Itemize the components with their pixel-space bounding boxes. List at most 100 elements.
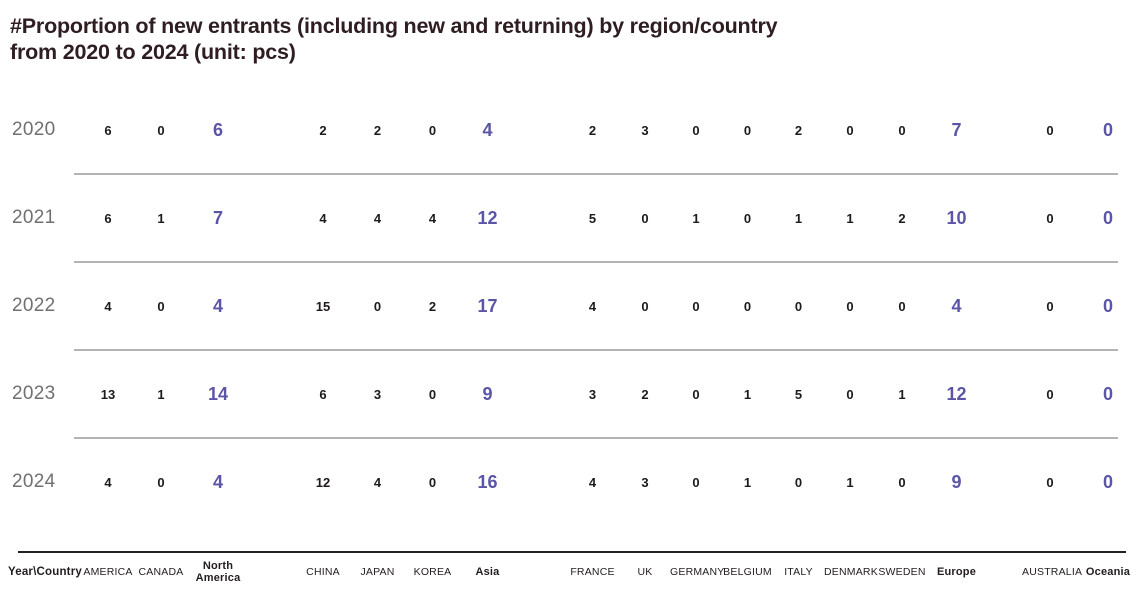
value-cell: 0 xyxy=(373,298,382,314)
column-header: BELGIUM xyxy=(723,566,772,579)
value-cell: 4 xyxy=(104,298,112,314)
table-row-2020: 2020 6 0 6 2 2 0 4 2 3 0 0 2 0 0 7 0 0 xyxy=(8,87,1138,173)
value-cell: 10 xyxy=(946,207,967,228)
value-cell: 0 xyxy=(692,474,700,490)
value-cell: 4 xyxy=(373,474,382,490)
column-header: ITALY xyxy=(784,566,813,579)
value-cell: 17 xyxy=(477,295,498,316)
value-cell: 4 xyxy=(319,210,327,226)
value-cell: 0 xyxy=(1046,298,1054,314)
row-separator-line xyxy=(74,349,1118,352)
value-cell: 0 xyxy=(641,210,649,226)
value-cell: 3 xyxy=(641,122,649,138)
table-row-2022: 2022 4 0 4 15 0 2 17 4 0 0 0 0 0 0 4 0 0 xyxy=(8,263,1138,349)
value-cell: 2 xyxy=(794,122,803,138)
table-row-2024: 2024 4 0 4 12 4 0 16 4 3 0 1 0 1 0 9 0 0 xyxy=(8,439,1138,525)
value-cell: 0 xyxy=(157,298,165,314)
column-header: DENMARK xyxy=(824,566,878,579)
value-cell: 4 xyxy=(104,474,112,490)
value-cell: 4 xyxy=(951,295,962,316)
value-cell: 0 xyxy=(1102,207,1113,228)
value-cell: 0 xyxy=(1102,295,1113,316)
chart-title-line1: #Proportion of new entrants (including n… xyxy=(10,14,778,38)
value-cell: 0 xyxy=(692,122,700,138)
value-cell: 0 xyxy=(1102,119,1113,140)
column-header: AUSTRALIA xyxy=(1022,566,1083,579)
value-cell: 4 xyxy=(428,210,437,226)
row-separator-line xyxy=(74,173,1118,176)
year-label: 2024 xyxy=(12,471,56,493)
value-cell: 2 xyxy=(898,210,906,226)
value-cell: 1 xyxy=(846,210,854,226)
value-cell: 16 xyxy=(477,471,498,492)
value-cell: 0 xyxy=(428,122,437,138)
value-cell: 0 xyxy=(846,122,854,138)
value-cell: 9 xyxy=(951,471,962,492)
column-header: AMERICA xyxy=(83,566,133,579)
year-label: 2022 xyxy=(12,295,56,317)
year-label: 2023 xyxy=(12,383,56,405)
value-cell: 4 xyxy=(588,474,597,490)
value-cell: 0 xyxy=(157,122,165,138)
value-cell: 12 xyxy=(315,474,331,490)
value-cell: 0 xyxy=(1102,471,1113,492)
value-cell: 2 xyxy=(319,122,327,138)
column-header: UK xyxy=(637,566,653,579)
value-cell: 9 xyxy=(482,383,493,404)
value-cell: 4 xyxy=(212,295,223,316)
value-cell: 1 xyxy=(743,474,752,490)
value-cell: 0 xyxy=(1046,210,1054,226)
value-cell: 2 xyxy=(428,298,437,314)
value-cell: 15 xyxy=(315,298,331,314)
value-cell: 3 xyxy=(373,386,382,402)
value-cell: 12 xyxy=(477,207,498,228)
column-header-row: Year\Country AMERICA CANADA North America CH… xyxy=(8,555,1138,589)
value-cell: 0 xyxy=(794,474,803,490)
column-header: JAPAN xyxy=(360,566,395,579)
table-row-2023: 2023 13 1 14 6 3 0 9 3 2 0 1 5 0 1 12 0 0 xyxy=(8,351,1138,437)
value-cell: 1 xyxy=(692,210,700,226)
row-separator-line xyxy=(74,437,1118,440)
column-header: CHINA xyxy=(306,566,340,579)
value-cell: 12 xyxy=(946,383,967,404)
value-cell: 1 xyxy=(157,386,165,402)
year-label: 2020 xyxy=(12,119,56,141)
column-header: KOREA xyxy=(413,566,452,579)
value-cell: 6 xyxy=(212,119,223,140)
year-label: 2021 xyxy=(12,207,56,229)
value-cell: 5 xyxy=(794,386,803,402)
column-header: GERMANY xyxy=(670,566,725,579)
value-cell: 5 xyxy=(588,210,597,226)
chart-title: #Proportion of new entrants (including n… xyxy=(0,0,1146,65)
value-cell: 0 xyxy=(898,298,906,314)
value-cell: 0 xyxy=(794,298,803,314)
value-cell: 4 xyxy=(482,119,493,140)
value-cell: 0 xyxy=(692,298,700,314)
value-cell: 0 xyxy=(1046,122,1054,138)
column-header: SWEDEN xyxy=(878,566,926,579)
value-cell: 2 xyxy=(641,386,649,402)
column-header: North America xyxy=(195,559,241,585)
value-cell: 1 xyxy=(743,386,752,402)
value-cell: 0 xyxy=(846,298,854,314)
value-cell: 0 xyxy=(898,122,906,138)
row-separator-line xyxy=(74,261,1118,264)
value-cell: 0 xyxy=(743,122,752,138)
value-cell: 6 xyxy=(319,386,327,402)
value-cell: 1 xyxy=(898,386,906,402)
value-cell: 1 xyxy=(794,210,803,226)
value-cell: 0 xyxy=(743,298,752,314)
value-cell: 0 xyxy=(898,474,906,490)
column-header: Europe xyxy=(936,566,977,579)
value-cell: 6 xyxy=(104,122,112,138)
value-cell: 0 xyxy=(1046,386,1054,402)
table-footer: Year\Country AMERICA CANADA North America CH… xyxy=(8,555,1138,589)
value-cell: 3 xyxy=(588,386,597,402)
table-body: 2020 6 0 6 2 2 0 4 2 3 0 0 2 0 0 7 0 0 2021 6 1 7 4 4 4 12 5 0 1 0 1 1 2… xyxy=(8,87,1138,525)
value-cell: 4 xyxy=(588,298,597,314)
value-cell: 7 xyxy=(951,119,962,140)
data-table: 2020 6 0 6 2 2 0 4 2 3 0 0 2 0 0 7 0 0 2021 6 1 7 4 4 4 12 5 0 1 0 1 1 2… xyxy=(0,87,1146,589)
column-header: CANADA xyxy=(138,566,184,579)
value-cell: 0 xyxy=(157,474,165,490)
chart-title-line2: from 2020 to 2024 (unit: pcs) xyxy=(10,40,296,65)
